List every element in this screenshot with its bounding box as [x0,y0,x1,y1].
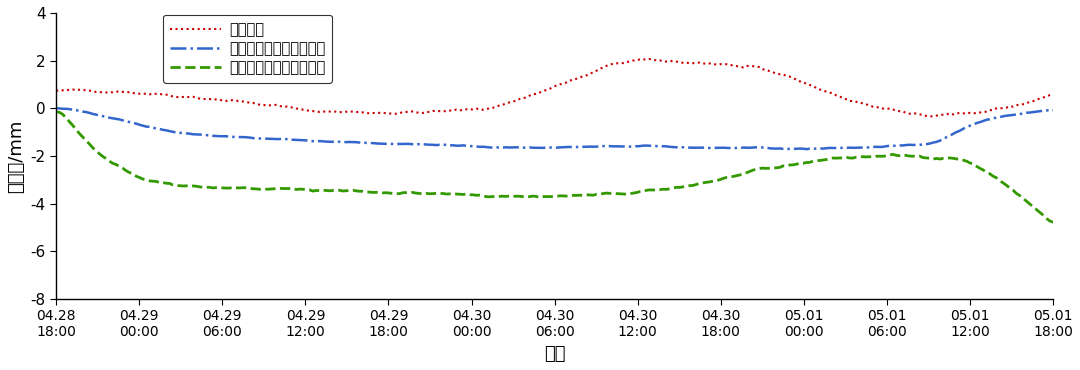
水平方向（与导线平行） [644,188,657,192]
垂直方向 [639,57,652,61]
水平方向（与导线平行） [890,153,903,158]
水平方向（与导线平行） [1047,220,1059,224]
水平方向（与导线平行） [660,187,673,192]
Legend: 垂直方向, 水平方向（与导线垂直）, 水平方向（与导线平行）: 垂直方向, 水平方向（与导线垂直）, 水平方向（与导线平行） [163,14,333,83]
水平方向（与导线垂直） [893,143,906,148]
Y-axis label: 偏移量/mm: 偏移量/mm [6,119,25,193]
水平方向（与导线平行） [53,110,66,115]
水平方向（与导线垂直） [639,143,652,148]
水平方向（与导线垂直） [50,106,63,110]
X-axis label: 时刻: 时刻 [544,345,566,363]
垂直方向 [927,114,940,119]
水平方向（与导线平行） [50,110,63,114]
水平方向（与导线平行） [954,157,967,161]
水平方向（与导线平行） [639,188,652,192]
垂直方向 [1047,92,1059,97]
水平方向（与导线垂直） [957,127,970,131]
垂直方向 [644,57,657,61]
垂直方向 [960,111,973,116]
垂直方向 [647,57,660,62]
水平方向（与导线垂直） [53,106,66,111]
水平方向（与导线垂直） [1047,108,1059,112]
水平方向（与导线垂直） [800,147,813,151]
Line: 水平方向（与导线垂直）: 水平方向（与导线垂直） [56,108,1053,149]
水平方向（与导线垂直） [660,144,673,148]
垂直方向 [53,88,66,92]
Line: 垂直方向: 垂直方向 [56,59,1053,117]
垂直方向 [893,109,906,113]
垂直方向 [663,59,676,63]
水平方向（与导线垂直） [644,144,657,148]
垂直方向 [50,89,63,93]
Line: 水平方向（与导线平行）: 水平方向（与导线平行） [56,112,1053,222]
